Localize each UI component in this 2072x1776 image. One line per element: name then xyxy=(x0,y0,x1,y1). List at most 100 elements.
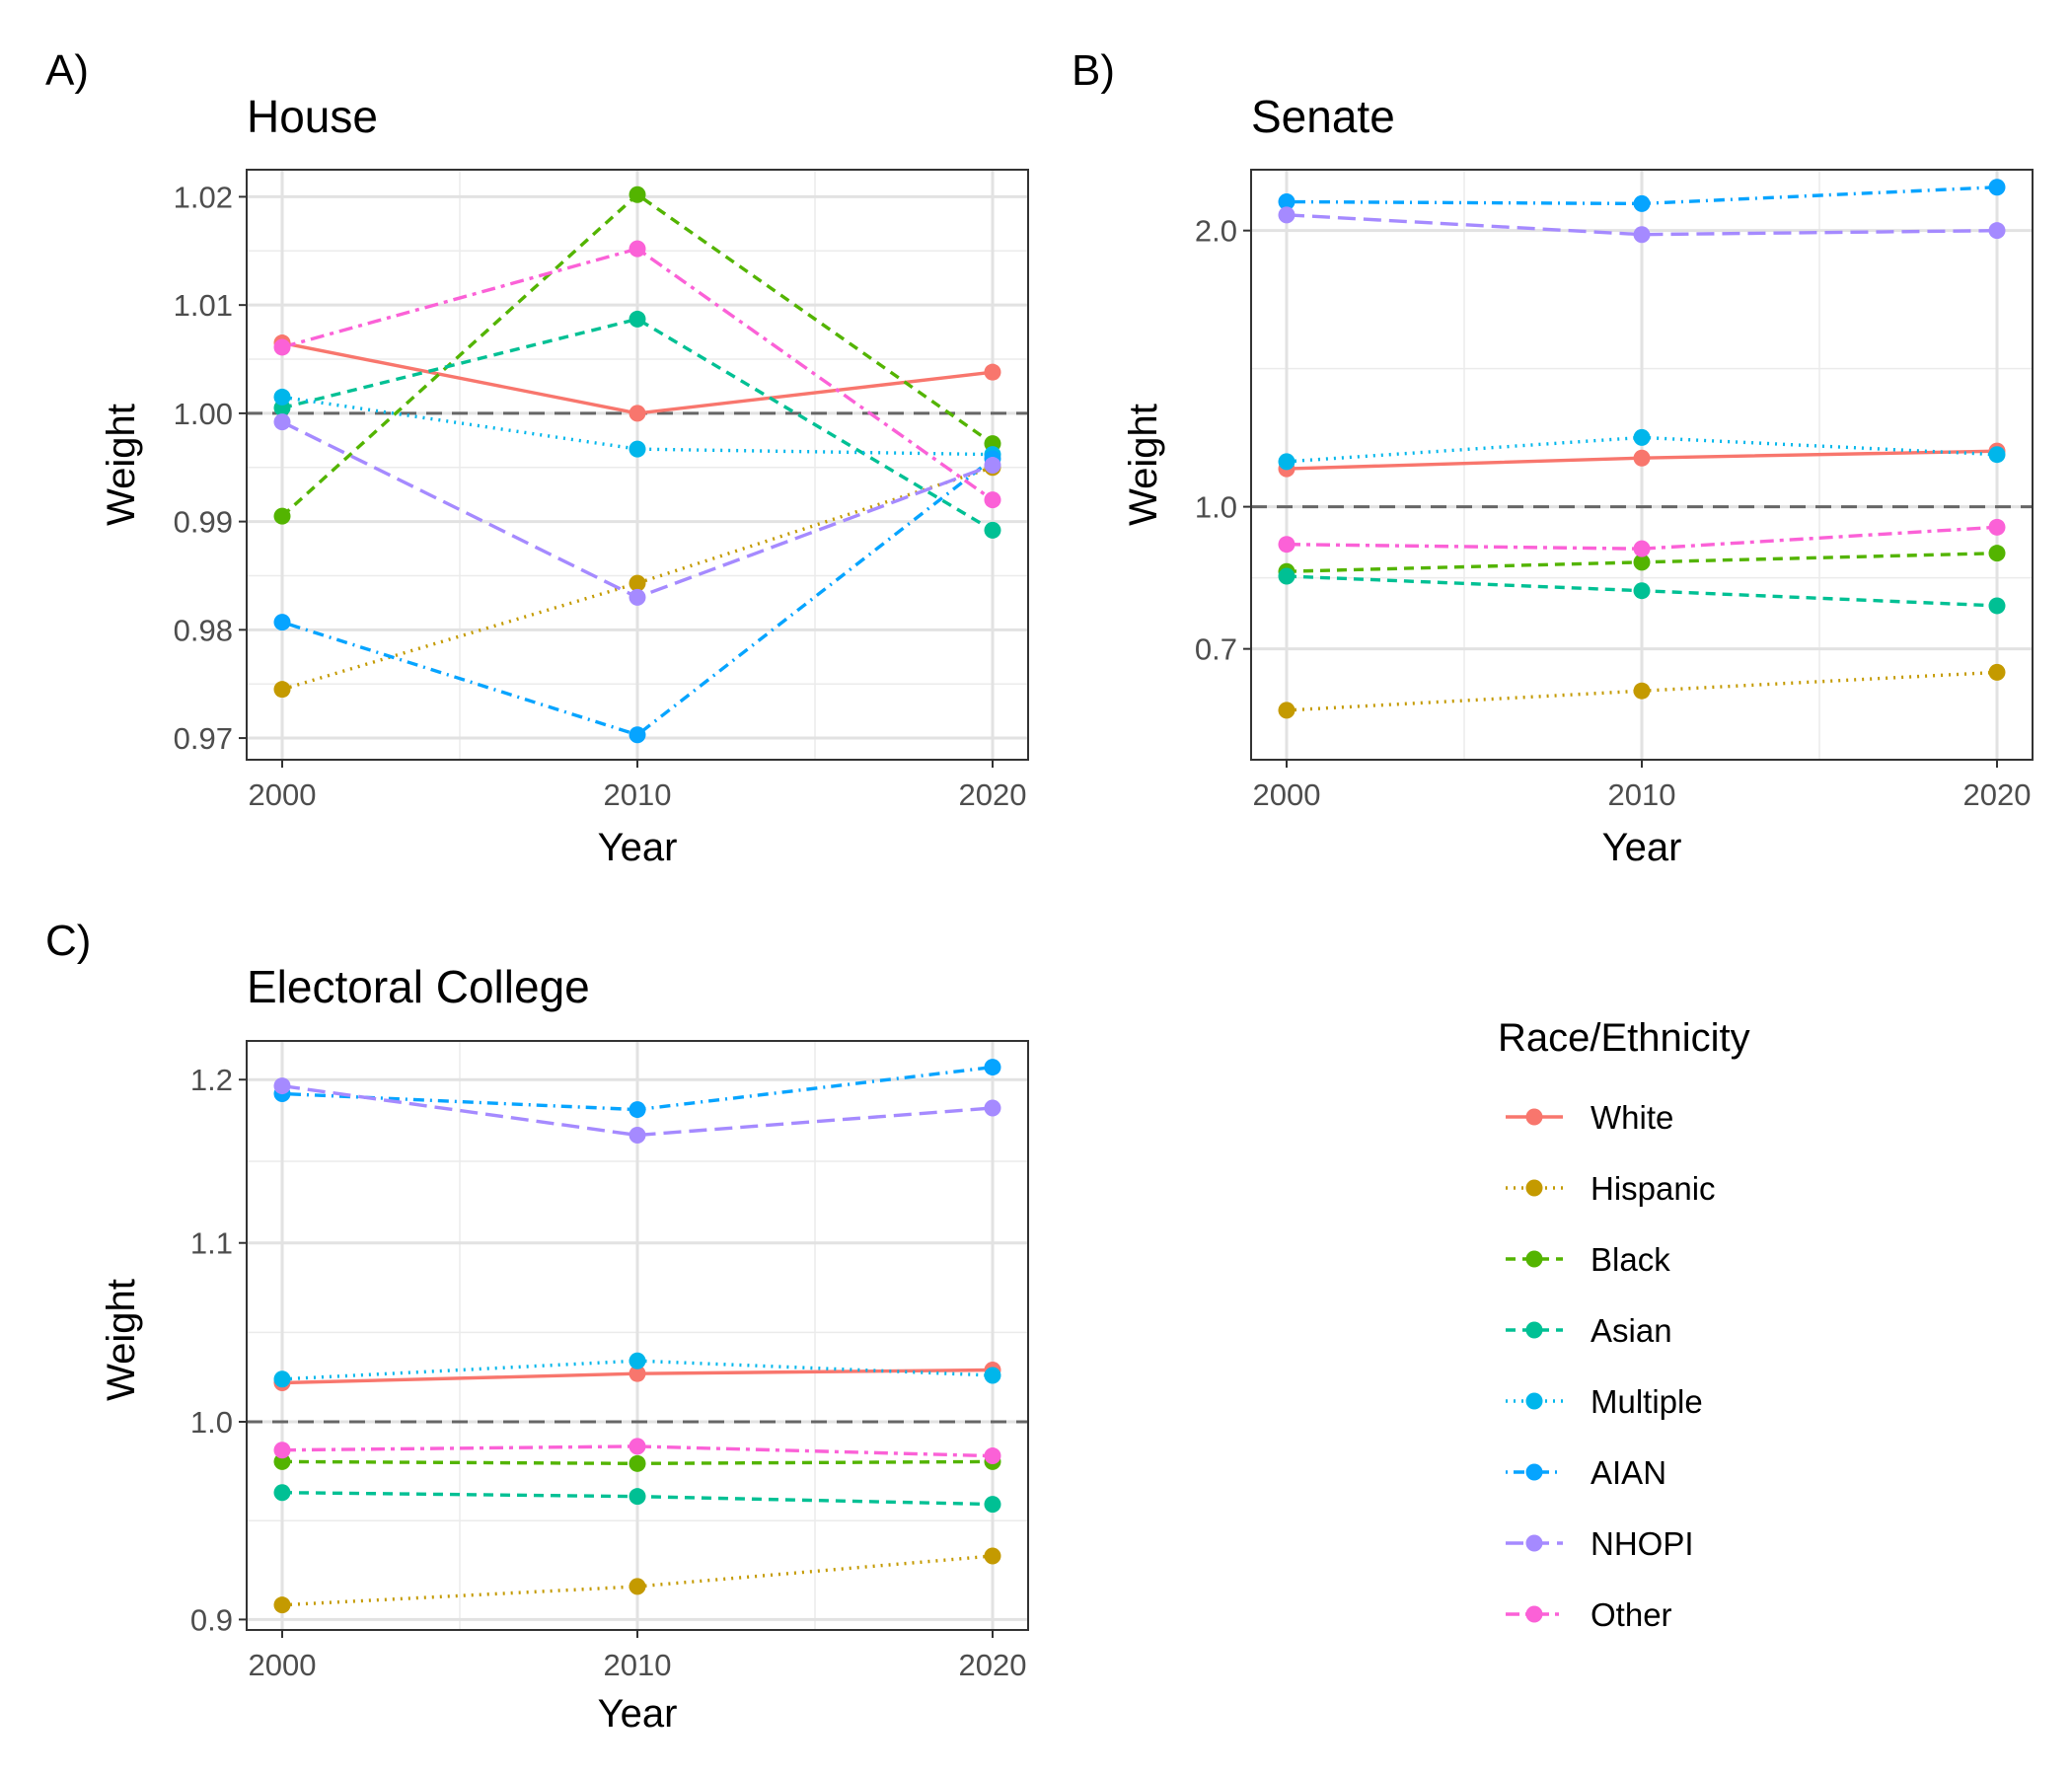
data-point-hispanic-2010 xyxy=(629,574,646,592)
legend-label: White xyxy=(1591,1099,1673,1136)
panel-label-a: A) xyxy=(45,46,89,95)
data-point-black-2010 xyxy=(1633,554,1651,571)
legend-key-point xyxy=(1525,1392,1543,1410)
data-point-asian-2010 xyxy=(1633,582,1651,600)
y-tick-label: 0.97 xyxy=(174,721,233,756)
data-point-multiple-2010 xyxy=(629,1352,646,1369)
legend-label: Multiple xyxy=(1591,1383,1703,1420)
data-point-other-2010 xyxy=(629,1438,646,1455)
data-point-multiple-2010 xyxy=(1633,428,1651,446)
panel-senate: B) Senate 0.7 1.0 2.0 2000 2010 2020 Year Wei… xyxy=(1072,46,2034,869)
series-line-nhopi xyxy=(281,1083,994,1138)
data-point-other-2000 xyxy=(273,338,291,356)
legend-item-nhopi: NHOPI xyxy=(1506,1525,1694,1562)
data-point-black-2010 xyxy=(629,1454,646,1472)
y-tick-label: 0.9 xyxy=(190,1602,233,1637)
data-point-aian-2000 xyxy=(1278,192,1295,210)
data-point-nhopi-2010 xyxy=(1633,226,1651,244)
legend-key-point xyxy=(1525,1463,1543,1481)
data-point-nhopi-2020 xyxy=(984,1099,1001,1117)
y-tick-label: 1.02 xyxy=(174,180,233,214)
data-point-other-2010 xyxy=(1633,540,1651,557)
panel-label-c: C) xyxy=(45,917,91,965)
legend-key-point xyxy=(1525,1321,1543,1339)
legend-label: Hispanic xyxy=(1591,1170,1716,1207)
plot-area-electoral-college: 0.9 1.0 1.1 1.2 2000 2010 2020 xyxy=(190,1040,1029,1682)
y-axis-label-senate: Weight xyxy=(1122,404,1165,526)
legend-key-point xyxy=(1525,1605,1543,1623)
data-point-white-2010 xyxy=(1633,449,1651,467)
data-point-asian-2020 xyxy=(984,521,1001,539)
series-line-asian xyxy=(281,317,994,532)
legend-key-point xyxy=(1525,1108,1543,1126)
data-point-black-2000 xyxy=(273,507,291,525)
data-point-aian-2010 xyxy=(629,1101,646,1119)
y-tick-label: 1.01 xyxy=(174,288,233,323)
x-tick-label: 2020 xyxy=(959,1648,1027,1682)
legend-item-white: White xyxy=(1506,1099,1673,1136)
y-axis-label-house: Weight xyxy=(100,404,143,526)
data-point-hispanic-2000 xyxy=(273,1596,291,1614)
series-line-aian xyxy=(281,457,995,737)
data-point-aian-2020 xyxy=(1988,179,2006,196)
data-point-aian-2020 xyxy=(984,1059,1001,1076)
data-point-white-2020 xyxy=(984,363,1001,381)
y-tick-label: 0.99 xyxy=(174,505,233,540)
legend-key-point xyxy=(1525,1179,1543,1197)
data-point-other-2020 xyxy=(984,491,1001,509)
data-point-other-2000 xyxy=(273,1442,291,1459)
x-tick-label: 2010 xyxy=(1608,777,1676,812)
x-axis-label-house: Year xyxy=(598,826,678,869)
data-point-asian-2020 xyxy=(984,1496,1001,1514)
y-tick-label: 1.0 xyxy=(1195,490,1237,525)
legend-label: Asian xyxy=(1591,1312,1672,1349)
data-point-other-2020 xyxy=(1988,518,2006,536)
data-point-nhopi-2020 xyxy=(984,457,1001,475)
panel-title-electoral-college: Electoral College xyxy=(247,961,590,1012)
data-point-other-2020 xyxy=(984,1447,1001,1465)
data-point-nhopi-2020 xyxy=(1988,222,2006,240)
data-point-nhopi-2010 xyxy=(629,588,646,606)
data-point-nhopi-2010 xyxy=(629,1127,646,1145)
data-point-other-2010 xyxy=(629,240,646,258)
y-tick-label: 1.0 xyxy=(190,1405,233,1440)
data-point-multiple-2000 xyxy=(273,1370,291,1388)
data-point-multiple-2010 xyxy=(629,440,646,458)
y-tick-label: 1.00 xyxy=(174,397,233,431)
data-point-asian-2010 xyxy=(629,310,646,328)
x-tick-label: 2000 xyxy=(1253,777,1321,812)
panel-title-house: House xyxy=(247,91,378,142)
data-point-multiple-2000 xyxy=(1278,453,1295,471)
y-tick-label: 0.98 xyxy=(174,613,233,647)
legend-label: AIAN xyxy=(1591,1454,1666,1491)
data-point-hispanic-2010 xyxy=(629,1578,646,1595)
series-line-multiple xyxy=(281,395,994,457)
legend-key-point xyxy=(1525,1534,1543,1552)
y-tick-label: 1.1 xyxy=(190,1226,233,1261)
data-point-aian-2010 xyxy=(629,726,646,744)
data-point-multiple-2020 xyxy=(984,1367,1001,1384)
x-tick-label: 2020 xyxy=(959,777,1027,812)
legend-label: Other xyxy=(1591,1596,1672,1633)
legend-item-hispanic: Hispanic xyxy=(1506,1170,1716,1207)
panel-electoral-college: C) Electoral College 0.9 1.0 1.1 1.2 2000 201… xyxy=(45,917,1029,1736)
legend-entries: White Hispanic Black Asian Multiple AIAN NHOPI… xyxy=(1506,1099,1716,1633)
data-point-hispanic-2000 xyxy=(273,681,291,699)
data-point-aian-2010 xyxy=(1633,194,1651,212)
legend-title: Race/Ethnicity xyxy=(1498,1016,1750,1060)
data-point-white-2010 xyxy=(629,1365,646,1382)
series-line-nhopi xyxy=(1286,213,1998,237)
data-point-white-2010 xyxy=(629,405,646,422)
data-point-multiple-2020 xyxy=(1988,446,2006,464)
y-tick-label: 0.7 xyxy=(1195,632,1237,667)
x-axis-label-electoral-college: Year xyxy=(598,1692,678,1736)
data-point-aian-2000 xyxy=(273,614,291,631)
data-point-nhopi-2000 xyxy=(273,1077,291,1095)
data-point-black-2020 xyxy=(1988,545,2006,562)
y-tick-label: 1.2 xyxy=(190,1063,233,1097)
legend-item-aian: AIAN xyxy=(1506,1454,1666,1491)
panel-title-senate: Senate xyxy=(1251,91,1395,142)
legend-item-asian: Asian xyxy=(1506,1312,1672,1349)
data-point-asian-2000 xyxy=(273,1484,291,1502)
data-point-multiple-2000 xyxy=(273,388,291,406)
